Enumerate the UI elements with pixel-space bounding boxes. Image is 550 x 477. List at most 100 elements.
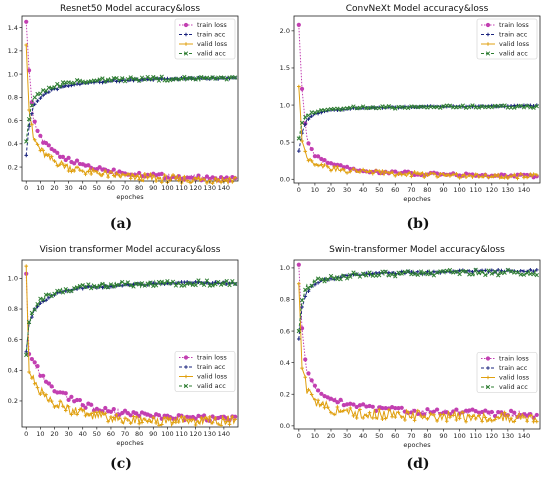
data-point bbox=[396, 410, 401, 415]
data-point bbox=[218, 282, 224, 287]
y-tick-label: 0.5 bbox=[280, 138, 290, 146]
data-point bbox=[145, 176, 150, 180]
data-point bbox=[300, 139, 304, 143]
data-point bbox=[476, 105, 482, 110]
data-point bbox=[332, 165, 336, 169]
data-point bbox=[312, 154, 318, 159]
y-tick-label: 1.0 bbox=[280, 101, 290, 109]
data-point bbox=[338, 277, 343, 282]
data-point bbox=[100, 172, 105, 177]
data-point bbox=[312, 279, 318, 284]
data-point bbox=[383, 105, 388, 110]
data-point bbox=[316, 398, 320, 403]
data-point bbox=[156, 78, 162, 83]
data-point bbox=[66, 169, 71, 173]
data-point bbox=[316, 154, 321, 159]
data-point bbox=[157, 177, 161, 181]
data-point bbox=[457, 104, 462, 110]
data-point bbox=[123, 173, 127, 178]
data-point bbox=[233, 414, 238, 419]
data-point bbox=[483, 415, 488, 420]
data-point bbox=[43, 140, 49, 146]
x-tick-label: 30 bbox=[64, 184, 72, 192]
data-point bbox=[344, 164, 350, 169]
data-point bbox=[185, 418, 189, 422]
data-point bbox=[399, 271, 404, 276]
y-tick-label: 0.8 bbox=[280, 296, 290, 304]
data-point bbox=[63, 157, 68, 163]
data-point bbox=[57, 83, 63, 89]
data-point bbox=[360, 104, 366, 109]
data-point bbox=[182, 74, 187, 80]
data-point bbox=[315, 276, 321, 281]
data-point bbox=[159, 180, 164, 185]
data-point bbox=[486, 410, 491, 415]
data-point bbox=[103, 411, 108, 416]
legend-marker bbox=[183, 51, 189, 56]
data-point bbox=[213, 76, 218, 81]
data-point bbox=[387, 170, 391, 175]
data-point bbox=[357, 105, 363, 110]
chart-title: ConvNeXt Model accuracy&loss bbox=[346, 4, 489, 14]
data-point bbox=[306, 158, 311, 163]
data-point bbox=[46, 381, 51, 386]
data-point bbox=[227, 282, 232, 288]
x-tick-label: 80 bbox=[135, 430, 143, 438]
data-point bbox=[26, 319, 32, 325]
data-point bbox=[444, 173, 449, 178]
data-point bbox=[528, 103, 533, 108]
data-point bbox=[202, 177, 206, 182]
data-point bbox=[97, 283, 102, 288]
data-point bbox=[406, 105, 411, 111]
data-point bbox=[296, 22, 301, 28]
data-point bbox=[207, 76, 212, 81]
data-point bbox=[377, 169, 382, 173]
data-point bbox=[338, 397, 343, 402]
data-point bbox=[227, 176, 232, 181]
data-point bbox=[233, 417, 237, 422]
data-point bbox=[49, 399, 54, 403]
data-point bbox=[412, 408, 417, 413]
data-point bbox=[515, 104, 520, 109]
data-point bbox=[120, 410, 125, 416]
x-tick-label: 0 bbox=[297, 186, 301, 194]
data-point bbox=[473, 267, 478, 272]
data-point bbox=[348, 274, 353, 279]
y-tick-label: 0.6 bbox=[8, 336, 18, 344]
data-point bbox=[123, 416, 127, 421]
series-valid-acc bbox=[24, 74, 238, 144]
data-point bbox=[509, 416, 513, 421]
data-point bbox=[126, 418, 130, 422]
data-point bbox=[425, 272, 430, 277]
data-point bbox=[313, 163, 317, 167]
data-point bbox=[325, 277, 330, 282]
data-point bbox=[531, 272, 536, 277]
data-point bbox=[300, 366, 304, 370]
data-point bbox=[467, 105, 472, 110]
data-point bbox=[534, 272, 539, 278]
data-point bbox=[390, 170, 394, 174]
data-point bbox=[508, 269, 514, 274]
x-tick-label: 20 bbox=[50, 184, 58, 192]
data-point bbox=[454, 418, 459, 422]
x-tick-label: 90 bbox=[149, 184, 157, 192]
legend-label: train loss bbox=[499, 21, 529, 29]
legend-label: valid loss bbox=[499, 40, 530, 48]
data-point bbox=[322, 107, 327, 113]
data-point bbox=[383, 169, 388, 174]
data-point bbox=[354, 106, 359, 111]
data-point bbox=[95, 169, 99, 174]
data-point bbox=[32, 381, 37, 386]
data-point bbox=[361, 416, 365, 420]
data-point bbox=[83, 172, 88, 177]
data-point bbox=[303, 114, 308, 120]
data-point bbox=[367, 270, 372, 275]
plot-frame bbox=[21, 259, 239, 428]
data-point bbox=[316, 280, 320, 285]
legend-label: valid loss bbox=[499, 374, 530, 382]
data-point bbox=[435, 419, 439, 423]
legend-box bbox=[476, 352, 538, 393]
data-point bbox=[486, 268, 491, 273]
y-tick-label: 0.4 bbox=[8, 140, 18, 148]
